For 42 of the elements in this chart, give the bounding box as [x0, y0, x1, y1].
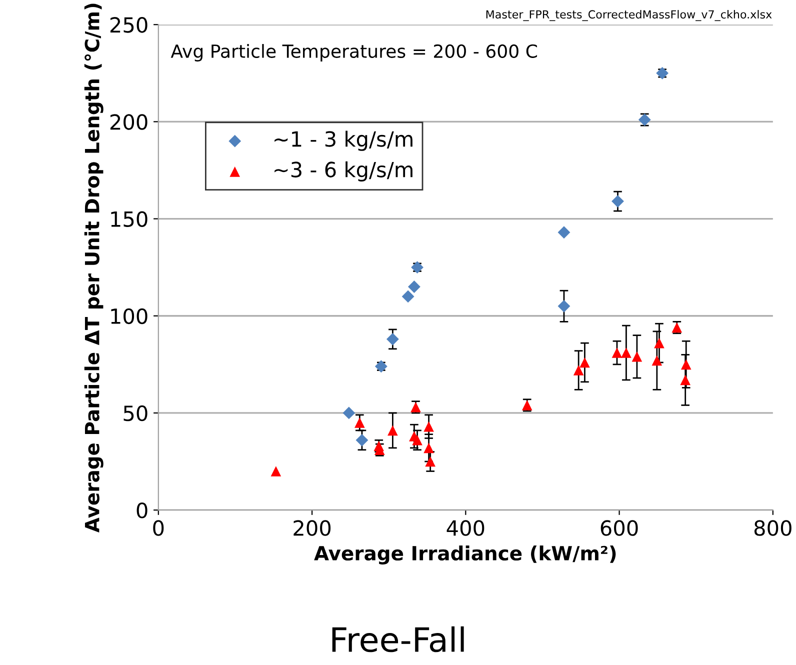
point: [388, 425, 398, 436]
x-tick-label: 600: [600, 520, 638, 536]
text: Free-Fall: [332, 626, 464, 652]
point: [580, 357, 590, 368]
x-tick-label: 400: [446, 520, 484, 536]
y-tick-label: 50: [124, 405, 148, 422]
point: [558, 300, 570, 312]
point: [424, 442, 434, 454]
point: [425, 456, 436, 467]
y-tick-label: 100: [111, 308, 148, 324]
y-tick-label: 150: [111, 211, 148, 227]
x-tick-label: 0: [153, 520, 164, 536]
point: [342, 406, 356, 420]
point: [652, 355, 662, 366]
point: [621, 348, 632, 358]
point: [412, 435, 422, 446]
point: [386, 332, 399, 346]
y-tick-label: 200: [110, 114, 148, 130]
point: [408, 280, 420, 293]
text: Master_FPR_tests_CorrectedMassFlow_v7_ckho.xlsx: [486, 10, 772, 22]
y-tick-label: 250: [110, 17, 148, 33]
point: [680, 359, 692, 370]
annotation: Avg Particle Temperatures = 200 - 600 C: [170, 44, 537, 62]
point: [424, 421, 434, 432]
point: [402, 290, 414, 303]
point: [573, 365, 584, 376]
point: [654, 338, 664, 348]
point: [270, 466, 282, 476]
point: [354, 418, 365, 428]
x-axis-title: Average Irradiance (kW/m²): [314, 545, 616, 564]
legend-label: ~3 - 6 kg/s/m: [274, 161, 412, 182]
y-axis-title: Average Particle ΔT per Unit Drop Length (°C/m): [84, 4, 104, 532]
x-tick-label: 800: [754, 520, 792, 536]
point: [612, 195, 624, 208]
legend-label: ~1 - 3 kg/s/m: [274, 130, 412, 151]
y-tick-label: 0: [136, 502, 148, 518]
point: [632, 352, 642, 362]
point: [680, 374, 690, 386]
point: [612, 348, 622, 358]
point: [558, 226, 570, 239]
x-tick-label: 200: [294, 520, 331, 536]
point: [356, 434, 368, 446]
